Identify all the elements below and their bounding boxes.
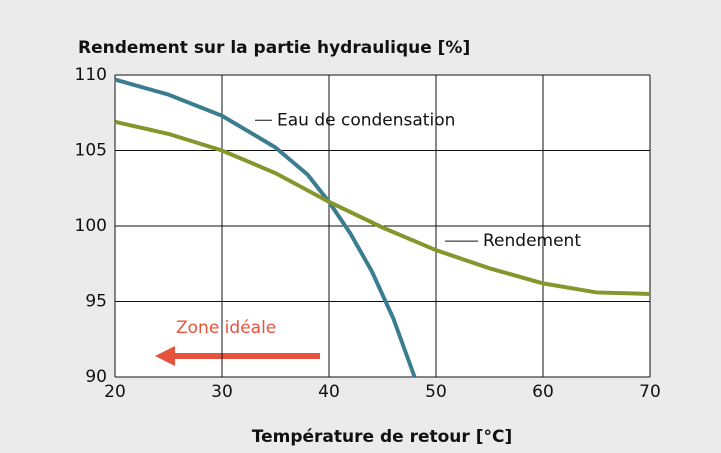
y-tick-label: 100 — [75, 216, 107, 236]
x-tick-label: 20 — [104, 382, 126, 402]
x-tick-label: 40 — [318, 382, 340, 402]
series-label: Eau de condensation — [277, 110, 455, 130]
y-tick-label: 105 — [75, 141, 107, 161]
arrow-head — [155, 346, 175, 366]
x-tick-label: 60 — [532, 382, 554, 402]
x-axis-label: Température de retour [°C] — [252, 427, 512, 447]
y-tick-label: 110 — [75, 65, 107, 85]
chart-title: Rendement sur la partie hydraulique [%] — [78, 38, 470, 58]
line-series — [114, 119, 651, 296]
annotation: Zone idéale — [176, 318, 276, 338]
x-tick-label: 30 — [211, 382, 233, 402]
x-tick-label: 50 — [425, 382, 447, 402]
y-tick-label: 95 — [85, 292, 107, 312]
x-tick-label: 70 — [639, 382, 661, 402]
line-series — [114, 77, 417, 378]
series-label: Rendement — [483, 231, 581, 251]
y-tick-label: 90 — [85, 367, 107, 387]
